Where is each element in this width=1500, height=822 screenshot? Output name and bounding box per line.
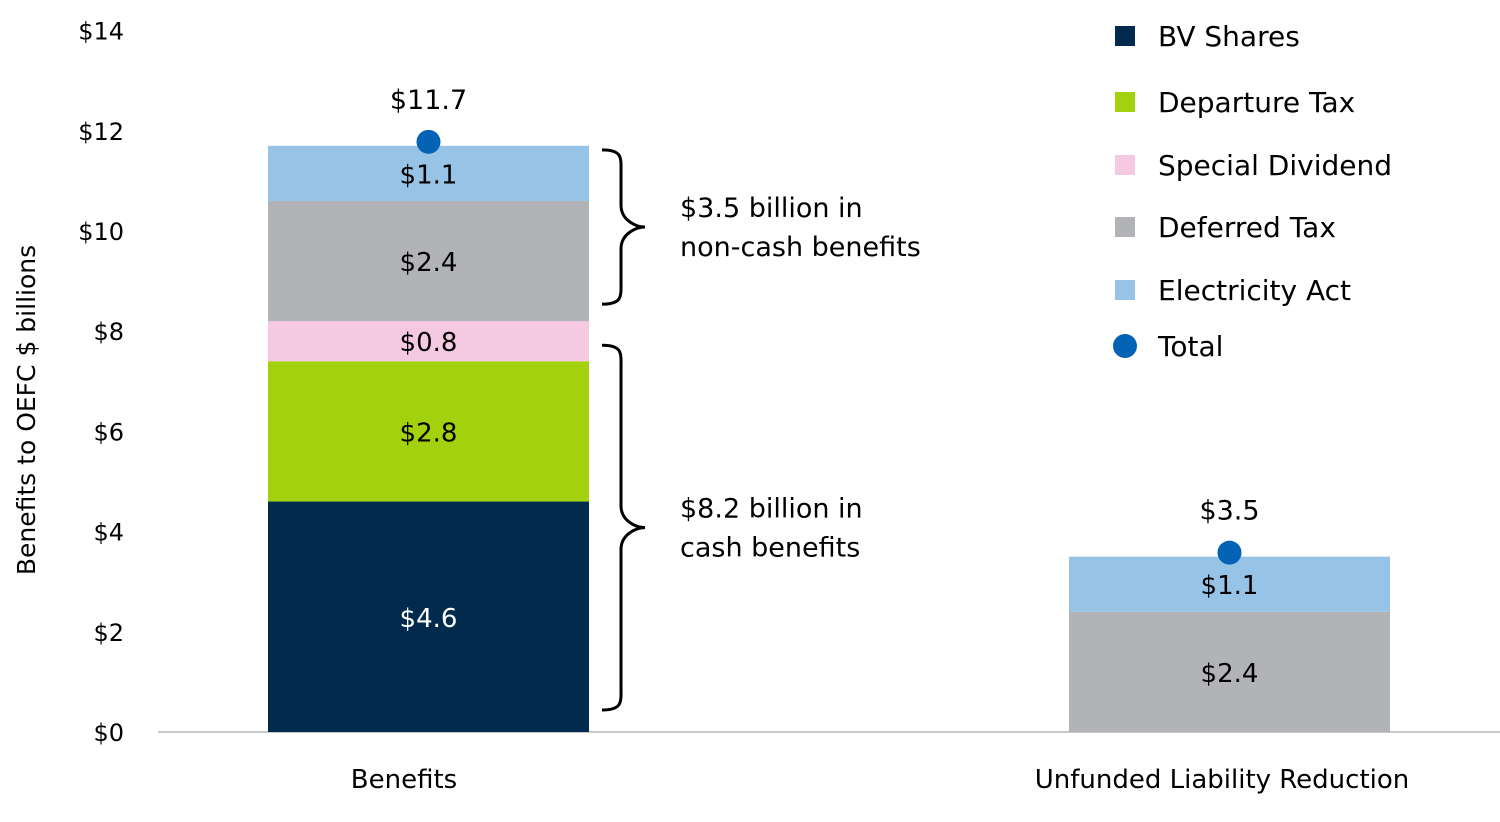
legend-label: Total — [1157, 330, 1223, 363]
y-tick-label: $4 — [93, 519, 124, 547]
total-value-label: $3.5 — [1199, 496, 1259, 527]
category-label: Benefits — [351, 765, 457, 795]
legend-label: Departure Tax — [1158, 86, 1355, 119]
bar-segment-deferred-tax — [1069, 611, 1390, 732]
annotation-line: cash benefits — [680, 533, 860, 564]
legend-label: Special Dividend — [1158, 149, 1392, 182]
bar-segment-electricity-act — [268, 145, 589, 201]
y-axis-label: Benefits to OEFC $ billions — [12, 245, 41, 575]
category-label: Unfunded Liability Reduction — [1035, 765, 1410, 795]
total-value-label: $11.7 — [390, 85, 467, 116]
annotation-line: $3.5 billion in — [680, 193, 863, 224]
legend-swatch-total — [1113, 334, 1137, 358]
bar-segment-deferred-tax — [268, 200, 589, 322]
legend-label: Electricity Act — [1158, 274, 1351, 307]
segment-labels: $4.6 $2.8 $0.8 $2.4 $1.1 $2.4 $1.1 — [400, 160, 1259, 688]
bar-value-label: $1.1 — [1201, 571, 1259, 601]
total-markers: $11.7 $3.5 — [390, 85, 1260, 565]
y-tick-label: $6 — [93, 418, 124, 446]
annotation-line: $8.2 billion in — [680, 494, 863, 525]
y-tick-label: $10 — [78, 218, 124, 246]
bar-value-label: $4.6 — [400, 604, 458, 634]
total-marker — [416, 129, 441, 154]
legend-swatch-departure-tax — [1115, 92, 1135, 112]
total-marker — [1217, 540, 1242, 565]
legend-swatch-deferred-tax — [1115, 217, 1135, 237]
y-tick-label: $14 — [78, 18, 124, 46]
y-tick-label: $2 — [93, 619, 124, 647]
legend-label: Deferred Tax — [1158, 211, 1336, 244]
legend-swatch-electricity-act — [1115, 280, 1135, 300]
legend-label: BV Shares — [1158, 20, 1300, 53]
y-tick-label: $12 — [78, 118, 124, 146]
bar-value-label: $0.8 — [400, 328, 458, 358]
y-tick-label: $8 — [93, 318, 124, 346]
legend: BV Shares Departure Tax Special Dividend De… — [1113, 20, 1392, 363]
curly-brace — [601, 343, 646, 712]
bar-value-label: $2.4 — [1201, 659, 1259, 689]
category-labels: Benefits Unfunded Liability Reduction — [351, 765, 1409, 795]
annotation-line: non-cash benefits — [680, 232, 921, 263]
y-tick-label: $0 — [93, 719, 124, 747]
bars — [268, 145, 1390, 732]
bar-segment-special-dividend — [268, 321, 589, 362]
bracket-annotations: $3.5 billion in non-cash benefits $8.2 bil… — [601, 148, 921, 712]
bar-segment-departure-tax — [268, 361, 589, 502]
bar-segment-bv-shares — [268, 501, 589, 732]
bar-segment-electricity-act — [1069, 556, 1390, 612]
bar-value-label: $2.4 — [400, 248, 458, 278]
legend-swatch-special-dividend — [1115, 155, 1135, 175]
legend-swatch-bv-shares — [1115, 26, 1135, 46]
bar-value-label: $2.8 — [400, 418, 458, 448]
curly-brace — [601, 148, 646, 306]
y-axis-ticks: $0 $2 $4 $6 $8 $10 $12 $14 — [78, 18, 124, 747]
bar-value-label: $1.1 — [400, 160, 458, 190]
